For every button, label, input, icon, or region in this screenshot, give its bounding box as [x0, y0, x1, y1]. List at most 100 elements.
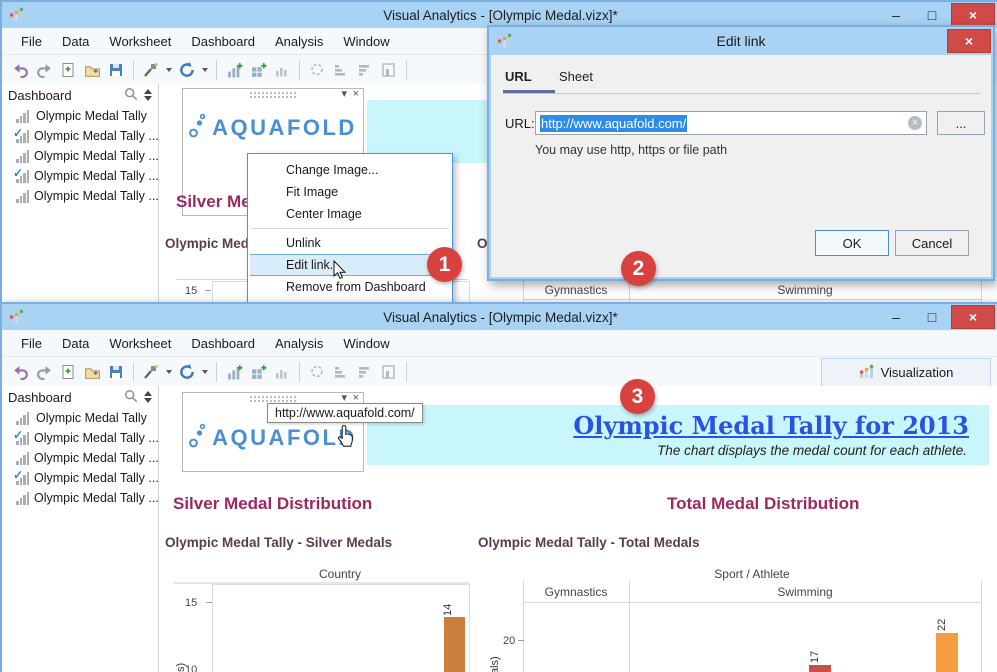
menu-file[interactable]: File: [21, 33, 42, 49]
sidebar: Dashboard Olympic Medal Tally ✓ Olympic M…: [2, 386, 159, 672]
silver-bar[interactable]: [444, 617, 465, 672]
tab-sheet[interactable]: Sheet: [559, 69, 593, 84]
dialog-title: Edit link: [716, 33, 766, 49]
close-button[interactable]: ×: [951, 305, 995, 329]
sidebar-item[interactable]: Olympic Medal Tally: [2, 106, 158, 126]
aquafold-logo-icon: [189, 113, 206, 142]
save-button[interactable]: [106, 60, 126, 80]
sidebar-item[interactable]: ✓ Olympic Medal Tally ...: [13, 467, 159, 486]
open-folder-button[interactable]: [82, 362, 102, 382]
add-chart-button[interactable]: [224, 362, 244, 382]
refresh-button[interactable]: [177, 60, 197, 80]
app-icon: [497, 32, 513, 51]
sidebar-item[interactable]: Olympic Medal Tally ...: [2, 186, 159, 206]
format-button[interactable]: [141, 362, 161, 382]
new-file-button[interactable]: [58, 362, 78, 382]
sidebar-item[interactable]: Olympic Medal Tally ...: [2, 448, 159, 468]
refresh-dropdown[interactable]: [202, 370, 208, 374]
dialog-titlebar[interactable]: Edit link ×: [489, 27, 993, 55]
maximize-button[interactable]: □: [927, 309, 937, 325]
menu-file[interactable]: File: [21, 335, 42, 351]
drag-handle-icon[interactable]: [249, 91, 297, 99]
widget-menu-icon[interactable]: ▾: [341, 88, 347, 100]
sidebar-item[interactable]: Olympic Medal Tally ...: [2, 488, 159, 508]
menu-dashboard[interactable]: Dashboard: [191, 33, 255, 49]
add-dashboard-button[interactable]: [248, 60, 268, 80]
total-bar-swimming[interactable]: [936, 633, 958, 672]
maximize-button[interactable]: □: [927, 7, 937, 23]
redo-button[interactable]: [34, 362, 54, 382]
visualization-button[interactable]: Visualization: [821, 358, 991, 387]
ok-button[interactable]: OK: [815, 230, 889, 256]
undo-button[interactable]: [10, 60, 30, 80]
menu-data[interactable]: Data: [61, 33, 90, 49]
format-button[interactable]: [141, 60, 161, 80]
widget-header[interactable]: ▾ ×: [183, 88, 363, 101]
context-menu-item-unlink[interactable]: Unlink: [286, 236, 321, 250]
menu-analysis[interactable]: Analysis: [274, 335, 324, 351]
menu-window[interactable]: Window: [343, 33, 390, 49]
worksheet-icon: [16, 491, 29, 505]
sidebar-item[interactable]: ✓ Olympic Medal Tally ...: [13, 125, 159, 144]
sidebar-item[interactable]: Olympic Medal Tally: [2, 408, 158, 428]
add-dashboard-button[interactable]: [248, 362, 268, 382]
sidebar-item[interactable]: ✓ Olympic Medal Tally ...: [13, 165, 159, 184]
context-menu-item-change-image[interactable]: Change Image...: [286, 163, 379, 177]
banner-title-link[interactable]: Olympic Medal Tally for 2013: [573, 411, 969, 440]
open-folder-button[interactable]: [82, 60, 102, 80]
widget-header[interactable]: ▾ ×: [183, 392, 363, 405]
new-file-button[interactable]: [58, 60, 78, 80]
context-menu-item-remove[interactable]: Remove from Dashboard: [286, 280, 426, 294]
search-icon[interactable]: [124, 87, 138, 104]
clear-icon[interactable]: ×: [908, 116, 922, 130]
menu-data[interactable]: Data: [61, 335, 90, 351]
widget-menu-icon[interactable]: ▾: [341, 392, 347, 404]
menu-worksheet[interactable]: Worksheet: [109, 33, 172, 49]
context-menu-item-center-image[interactable]: Center Image: [286, 207, 362, 221]
add-chart-button[interactable]: [224, 60, 244, 80]
worksheet-icon: [16, 411, 31, 425]
refresh-button[interactable]: [177, 362, 197, 382]
redo-button[interactable]: [34, 60, 54, 80]
format-dropdown[interactable]: [166, 370, 172, 374]
minimize-button[interactable]: –: [892, 7, 900, 23]
drag-handle-icon[interactable]: [249, 395, 297, 403]
worksheet-checked-icon: ✓: [13, 166, 29, 183]
menu-analysis[interactable]: Analysis: [274, 33, 324, 49]
context-menu-item-edit-link[interactable]: Edit link...: [250, 254, 450, 276]
context-menu-item-fit-image[interactable]: Fit Image: [286, 185, 339, 199]
sort-toggle-icon[interactable]: [144, 89, 152, 101]
widget-close-icon[interactable]: ×: [352, 88, 359, 100]
mouse-cursor-icon: [333, 259, 348, 284]
url-input[interactable]: http://www.aquafold.com/ ×: [535, 111, 927, 135]
refresh-dropdown[interactable]: [202, 68, 208, 72]
toolbar: Visualization: [2, 357, 997, 388]
lasso-icon: [307, 362, 327, 382]
section-heading-silver: Silver Medal Distribution: [173, 494, 373, 513]
close-button[interactable]: ×: [951, 3, 995, 27]
sort-toggle-icon[interactable]: [144, 391, 152, 403]
search-icon[interactable]: [124, 389, 138, 406]
menu-window[interactable]: Window: [343, 335, 390, 351]
sidebar-item[interactable]: Olympic Medal Tally ...: [2, 146, 159, 166]
total-bar-gymnastics[interactable]: [809, 665, 831, 672]
save-button[interactable]: [106, 362, 126, 382]
format-dropdown[interactable]: [166, 68, 172, 72]
undo-button[interactable]: [10, 362, 30, 382]
widget-close-icon[interactable]: ×: [352, 392, 359, 404]
dialog-close-button[interactable]: ×: [947, 29, 991, 53]
silver-chart-plot: [212, 584, 470, 672]
titlebar[interactable]: Visual Analytics - [Olympic Medal.vizx]*…: [2, 304, 997, 330]
browse-button[interactable]: ...: [937, 111, 985, 135]
group-header-gymnastics: Gymnastics: [544, 283, 608, 297]
cancel-button[interactable]: Cancel: [895, 230, 969, 256]
menu-dashboard[interactable]: Dashboard: [191, 335, 255, 351]
hand-cursor-icon: [337, 424, 356, 451]
menu-worksheet[interactable]: Worksheet: [109, 335, 172, 351]
titlebar[interactable]: Visual Analytics - [Olympic Medal.vizx]*…: [2, 2, 997, 28]
sort-desc-icon: [355, 362, 375, 382]
sidebar-item[interactable]: ✓ Olympic Medal Tally ...: [13, 427, 159, 446]
y-axis-label: als): [489, 656, 501, 672]
minimize-button[interactable]: –: [892, 309, 900, 325]
tab-url[interactable]: URL: [505, 69, 532, 84]
